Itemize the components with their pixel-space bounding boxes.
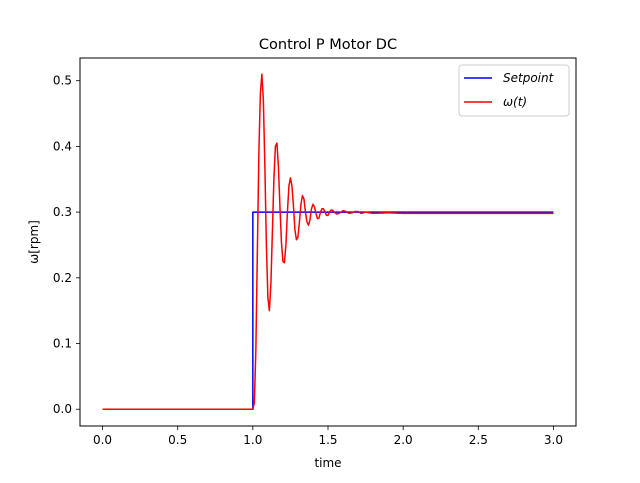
y-tick-label: 0.1 xyxy=(53,337,72,351)
legend-label-omega: ω(t) xyxy=(503,95,527,109)
y-tick-label: 0.5 xyxy=(53,74,72,88)
y-tick-label: 0.4 xyxy=(53,139,72,153)
legend-label-setpoint: Setpoint xyxy=(503,71,555,85)
x-tick-label: 0.0 xyxy=(93,433,112,447)
x-tick-label: 1.0 xyxy=(243,433,262,447)
chart-title: Control P Motor DC xyxy=(259,37,397,53)
y-axis-label: ω[rpm] xyxy=(27,220,41,264)
x-axis-label: time xyxy=(314,456,341,470)
y-axis-ticks: 0.0 0.1 0.2 0.3 0.4 0.5 xyxy=(53,74,80,416)
x-tick-label: 2.0 xyxy=(394,433,413,447)
x-tick-label: 2.5 xyxy=(469,433,488,447)
x-axis-ticks: 0.0 0.5 1.0 1.5 2.0 2.5 3.0 xyxy=(93,426,563,447)
plot-lines xyxy=(102,73,554,410)
x-tick-label: 0.5 xyxy=(168,433,187,447)
legend: Setpoint ω(t) xyxy=(458,64,570,117)
x-tick-label: 3.0 xyxy=(544,433,563,447)
y-tick-label: 0.3 xyxy=(53,205,72,219)
x-tick-label: 1.5 xyxy=(318,433,337,447)
y-tick-label: 0.2 xyxy=(53,271,72,285)
y-tick-label: 0.0 xyxy=(53,402,72,416)
series-line-omega xyxy=(102,73,554,410)
